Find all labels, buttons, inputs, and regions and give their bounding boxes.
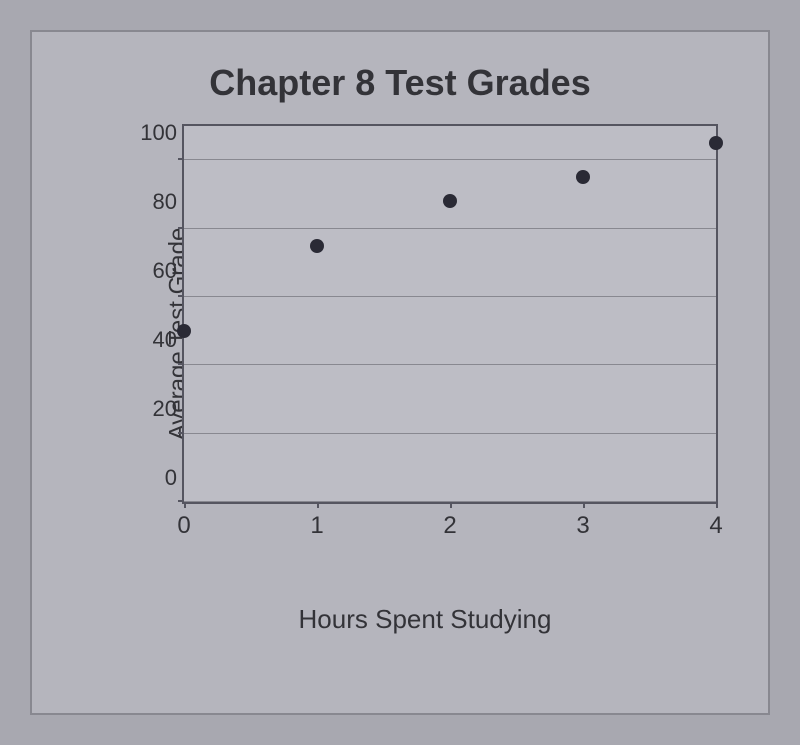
gridline: [184, 228, 716, 229]
page-panel: Chapter 8 Test Grades Average Test Grade…: [30, 30, 770, 715]
y-tick-label: 40: [132, 327, 177, 353]
x-tick: [450, 502, 452, 508]
x-tick-label: 3: [576, 512, 589, 540]
chart-container: Chapter 8 Test Grades Average Test Grade…: [52, 42, 748, 703]
y-tick: [178, 227, 184, 229]
y-tick: [178, 363, 184, 365]
y-tick: [178, 158, 184, 160]
y-tick-label: 20: [132, 396, 177, 422]
x-tick-label: 0: [177, 512, 190, 540]
gridline: [184, 159, 716, 160]
x-tick: [184, 502, 186, 508]
plot-area: 01234: [182, 124, 718, 504]
y-tick: [178, 432, 184, 434]
y-tick: [178, 295, 184, 297]
x-tick-label: 1: [310, 512, 323, 540]
data-point: [443, 194, 457, 208]
gridline: [184, 296, 716, 297]
x-tick: [583, 502, 585, 508]
x-tick-label: 4: [709, 512, 722, 540]
data-point: [310, 239, 324, 253]
plot-wrap: Average Test Grade 01234 020406080100: [132, 124, 718, 544]
y-tick-label: 80: [132, 189, 177, 215]
data-point: [576, 170, 590, 184]
data-point: [177, 324, 191, 338]
y-tick-label: 0: [132, 465, 177, 491]
y-tick-label: 60: [132, 258, 177, 284]
x-axis-label: Hours Spent Studying: [132, 604, 718, 635]
x-tick: [716, 502, 718, 508]
x-tick: [317, 502, 319, 508]
data-point: [709, 136, 723, 150]
gridline: [184, 433, 716, 434]
chart-title: Chapter 8 Test Grades: [52, 62, 748, 104]
gridline: [184, 364, 716, 365]
x-tick-label: 2: [443, 512, 456, 540]
y-tick-label: 100: [132, 120, 177, 146]
